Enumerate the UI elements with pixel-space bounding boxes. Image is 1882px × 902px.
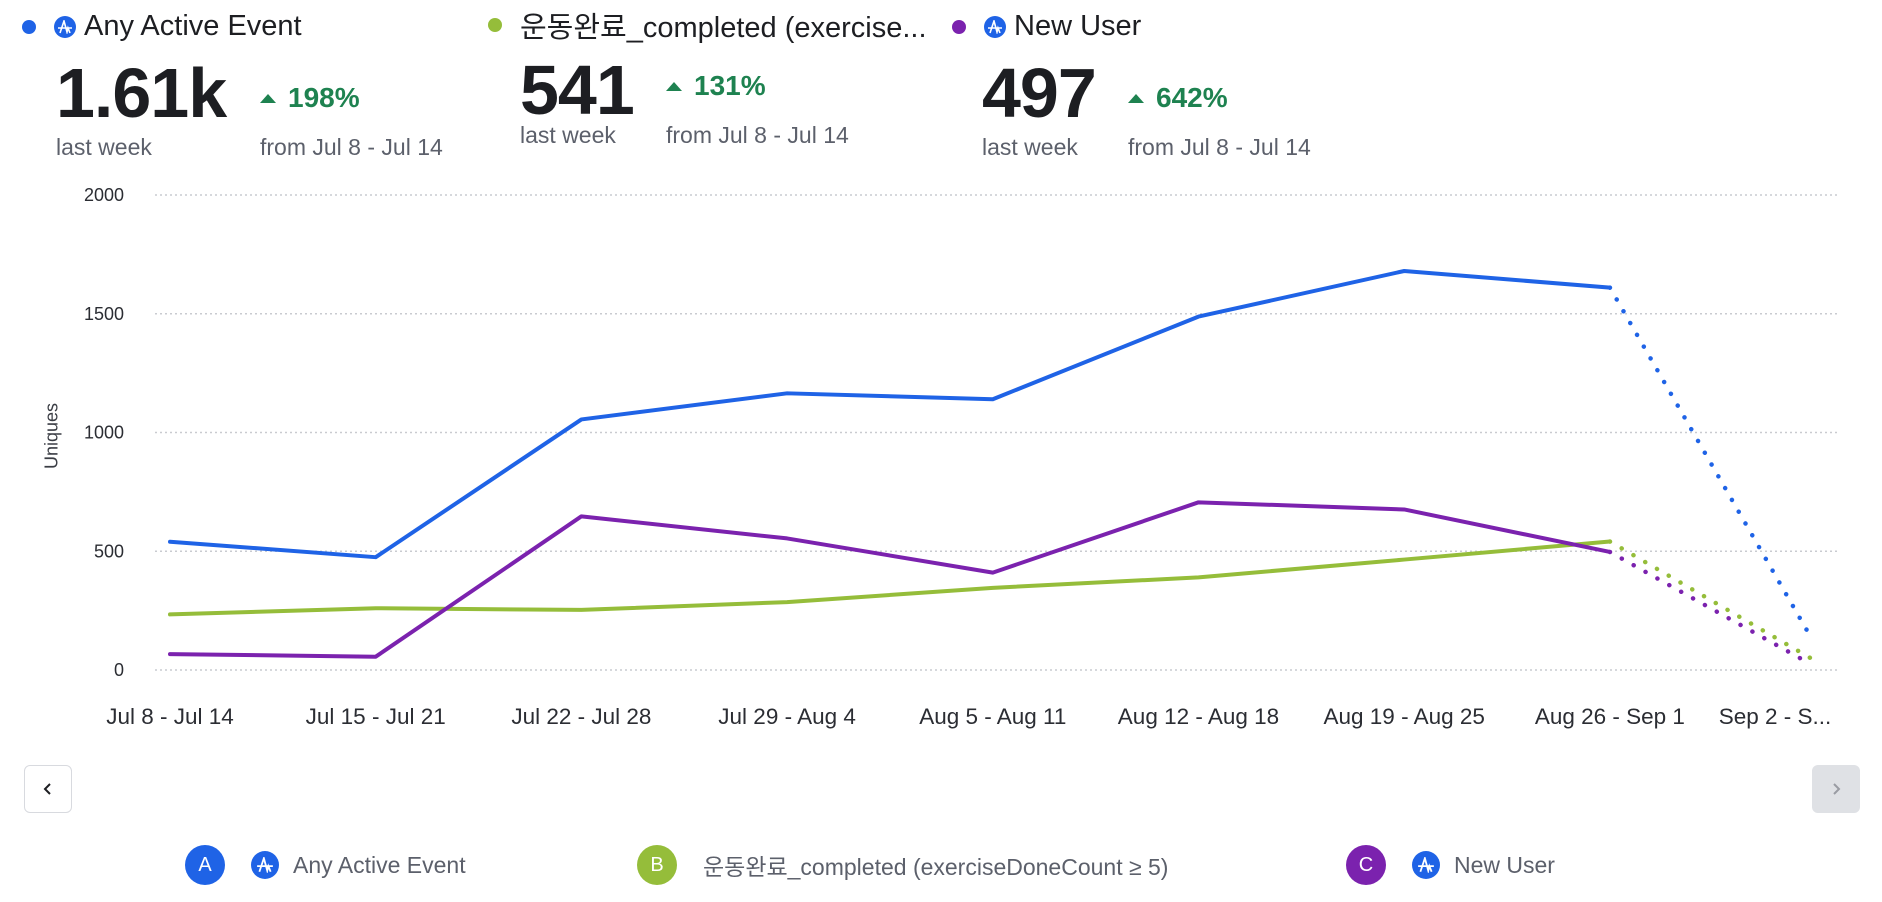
metric-change: 198% bbox=[260, 82, 360, 114]
up-arrow-icon bbox=[260, 93, 276, 103]
legend-item-b[interactable]: B 운동완료_completed (exerciseDoneCount ≥ 5) bbox=[637, 845, 1168, 885]
series-color-dot bbox=[22, 19, 36, 34]
metric-period-label: last week bbox=[56, 134, 152, 160]
previous-page-button[interactable] bbox=[24, 765, 72, 813]
x-tick-label: Jul 8 - Jul 14 bbox=[106, 704, 234, 729]
metric-change-value: 131% bbox=[694, 70, 766, 101]
metric-change: 131% bbox=[666, 70, 766, 102]
metric-compare-label: from Jul 8 - Jul 14 bbox=[1128, 134, 1311, 160]
metric-summary: Any Active Event 1.61k last week 198% fr… bbox=[0, 0, 1882, 170]
next-page-button[interactable] bbox=[1812, 765, 1860, 813]
metric-change-value: 198% bbox=[288, 82, 360, 113]
series-projection-3 bbox=[1607, 549, 1813, 667]
legend-label: Any Active Event bbox=[293, 851, 466, 878]
metric-change: 642% bbox=[1128, 82, 1228, 114]
x-tick-label: Sep 2 - S... bbox=[1719, 704, 1832, 729]
legend-item-a[interactable]: A Any Active Event bbox=[185, 845, 466, 885]
series-projection-1 bbox=[1607, 285, 1813, 639]
x-tick-label: Aug 12 - Aug 18 bbox=[1118, 704, 1279, 729]
series-lines bbox=[168, 269, 1816, 667]
y-tick-label: 2000 bbox=[84, 185, 124, 205]
series-badge: C bbox=[1346, 845, 1386, 885]
legend-item-c[interactable]: C New User bbox=[1346, 845, 1555, 885]
up-arrow-icon bbox=[666, 81, 682, 91]
metric-compare-label: from Jul 8 - Jul 14 bbox=[260, 134, 443, 160]
chevron-left-icon bbox=[43, 783, 51, 795]
series-color-dot bbox=[952, 19, 966, 34]
x-tick-label: Jul 29 - Aug 4 bbox=[718, 704, 856, 729]
series-line-1 bbox=[168, 269, 1612, 560]
series-color-dot bbox=[488, 18, 502, 32]
metric-title: 운동완료_completed (exercise... bbox=[520, 12, 927, 44]
y-axis-ticks: 0 500 1000 1500 2000 bbox=[84, 185, 124, 680]
metric-value: 541 bbox=[520, 51, 635, 129]
metric-period-label: last week bbox=[982, 134, 1078, 160]
y-tick-label: 0 bbox=[114, 660, 124, 680]
up-arrow-icon bbox=[1128, 93, 1144, 103]
y-tick-label: 1000 bbox=[84, 423, 124, 443]
metric-period-label: last week bbox=[520, 122, 616, 148]
x-tick-label: Jul 22 - Jul 28 bbox=[511, 704, 651, 729]
chart-legend: A Any Active Event B 운동완료_completed (exe… bbox=[0, 845, 1882, 889]
x-tick-label: Aug 19 - Aug 25 bbox=[1324, 704, 1485, 729]
amplitude-event-icon bbox=[251, 851, 279, 879]
y-tick-label: 1500 bbox=[84, 304, 124, 324]
metric-value: 1.61k bbox=[56, 54, 227, 132]
x-tick-label: Jul 15 - Jul 21 bbox=[306, 704, 446, 729]
series-badge: A bbox=[185, 845, 225, 885]
legend-label: 운동완료_completed (exerciseDoneCount ≥ 5) bbox=[703, 854, 1169, 880]
amplitude-event-icon bbox=[1412, 851, 1440, 879]
series-line-2 bbox=[168, 539, 1612, 617]
series-line-3 bbox=[168, 500, 1612, 659]
line-chart: 0 500 1000 1500 2000 Jul 8 - Jul 14 Jul 15 - … bbox=[84, 185, 1840, 729]
x-tick-label: Aug 5 - Aug 11 bbox=[919, 704, 1066, 729]
x-axis-ticks: Jul 8 - Jul 14 Jul 15 - Jul 21 Jul 22 - Ju… bbox=[106, 704, 1831, 729]
x-tick-label: Aug 26 - Sep 1 bbox=[1535, 704, 1685, 729]
gridlines bbox=[155, 194, 1840, 671]
amplitude-event-icon bbox=[54, 15, 76, 38]
y-tick-label: 500 bbox=[94, 541, 124, 561]
chevron-right-icon bbox=[1833, 783, 1841, 795]
metric-title: Any Active Event bbox=[84, 10, 302, 42]
series-badge: B bbox=[637, 845, 677, 885]
amplitude-event-icon bbox=[984, 15, 1006, 38]
metric-value: 497 bbox=[982, 54, 1097, 132]
series-projection-2 bbox=[1607, 539, 1813, 661]
metric-title: New User bbox=[1014, 10, 1142, 42]
metric-change-value: 642% bbox=[1156, 82, 1228, 113]
legend-label: New User bbox=[1454, 851, 1555, 878]
metric-compare-label: from Jul 8 - Jul 14 bbox=[666, 122, 849, 148]
